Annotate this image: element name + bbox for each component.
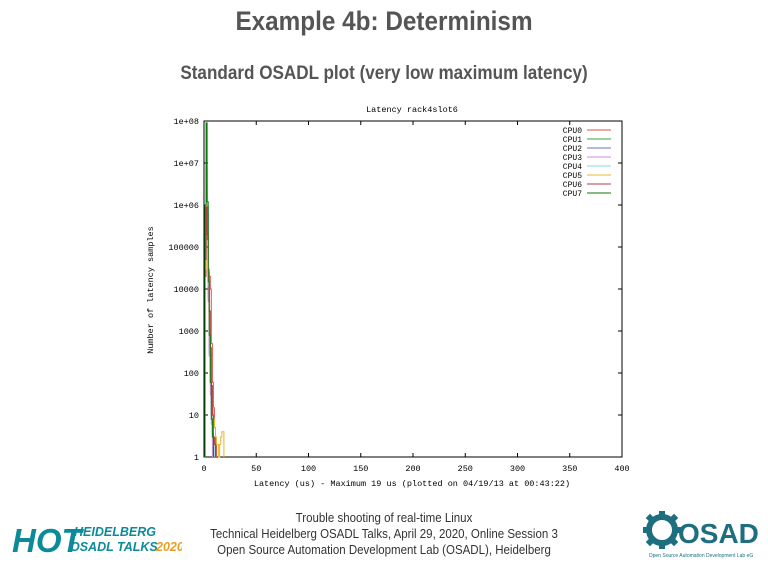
chart-ylabel: Number of latency samples <box>146 226 156 354</box>
x-tick-label: 50 <box>251 464 261 474</box>
x-tick-label: 200 <box>405 464 420 474</box>
y-tick-label: 10 <box>189 411 199 421</box>
legend-label: CPU0 <box>563 127 582 136</box>
osadl-logo-tagline: Open Source Automation Development Lab e… <box>649 553 754 559</box>
series-lines <box>204 122 225 458</box>
y-axis: 1 10 100 1000 10000 100000 1e+06 1e+07 1e+08 <box>168 117 622 463</box>
y-tick-label: 100 <box>184 369 199 379</box>
x-tick-label: 400 <box>614 464 629 474</box>
y-tick-label: 100000 <box>168 243 199 253</box>
slide-title: Example 4b: Determinism <box>235 6 533 36</box>
gear-icon <box>643 511 681 549</box>
x-tick-label: 0 <box>201 464 206 474</box>
hot-logo-line1: HEIDELBERG <box>74 525 156 539</box>
chart-xlabel: Latency (us) - Maximum 19 us (plotted on… <box>254 479 570 489</box>
series-line-cpu6 <box>204 206 216 458</box>
x-axis: 0 50 100 150 200 250 300 350 400 <box>201 121 630 474</box>
y-tick-label: 1 <box>194 453 199 463</box>
latency-chart: Latency rack4slot6 Latency (us) - Maximu… <box>146 105 630 489</box>
x-tick-label: 350 <box>562 464 577 474</box>
legend-label: CPU4 <box>563 163 582 172</box>
hot-talks-logo: HOT HEIDELBERG OSADL TALKS 2020 <box>12 522 182 558</box>
footer-line-3: Open Source Automation Development Lab (… <box>217 543 551 557</box>
footer-line-1: Trouble shooting of real-time Linux <box>295 511 473 525</box>
legend-label: CPU7 <box>563 190 582 199</box>
hot-logo-big-text: HOT <box>12 522 85 558</box>
legend-label: CPU2 <box>563 145 582 154</box>
plot-frame <box>203 120 623 458</box>
y-tick-label: 1e+07 <box>173 159 199 169</box>
osadl-logo-text: OSADL <box>678 518 760 549</box>
legend-label: CPU3 <box>563 154 582 163</box>
hot-logo-year: 2020 <box>155 540 182 554</box>
footer-line-2: Technical Heidelberg OSADL Talks, April … <box>210 527 558 541</box>
x-tick-label: 150 <box>353 464 368 474</box>
legend-label: CPU6 <box>563 181 582 190</box>
x-tick-label: 100 <box>301 464 316 474</box>
footer: Trouble shooting of real-time Linux Tech… <box>0 510 768 558</box>
legend-label: CPU1 <box>563 136 582 145</box>
legend-label: CPU5 <box>563 172 582 181</box>
slide-subtitle: Standard OSADL plot (very low maximum la… <box>180 63 588 84</box>
hot-logo-line2: OSADL TALKS <box>70 540 158 554</box>
y-tick-label: 1e+06 <box>173 201 199 211</box>
x-tick-label: 300 <box>510 464 525 474</box>
y-tick-label: 1e+08 <box>173 117 199 127</box>
series-line-cpu7 <box>204 122 215 458</box>
x-tick-label: 250 <box>458 464 473 474</box>
chart-title: Latency rack4slot6 <box>366 105 458 115</box>
osadl-logo: OSADL Open Source Automation Development… <box>643 511 760 559</box>
y-tick-label: 10000 <box>173 285 199 295</box>
y-tick-label: 1000 <box>179 327 199 337</box>
